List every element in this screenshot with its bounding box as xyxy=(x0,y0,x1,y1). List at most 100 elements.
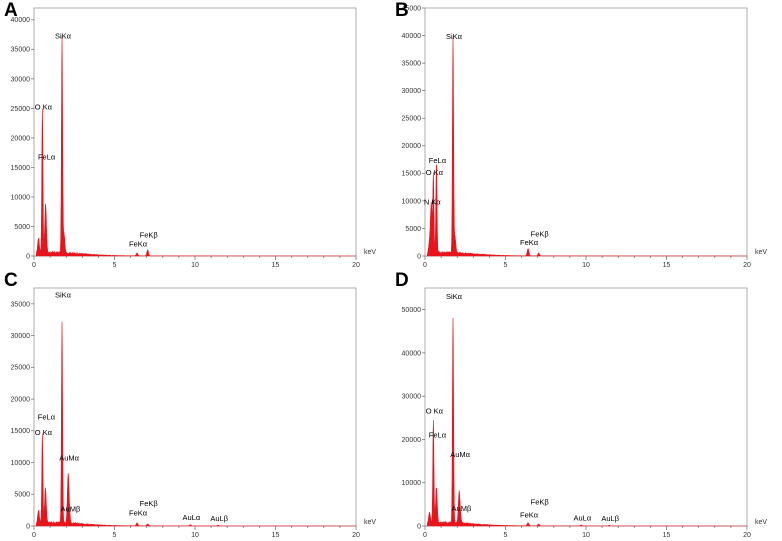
y-tick-label-d: 40000 xyxy=(402,350,422,357)
plot-frame-d xyxy=(424,287,748,527)
y-tick-label-d: 10000 xyxy=(402,480,422,487)
y-tick-label-a: 10000 xyxy=(11,194,31,201)
plot-frame-a xyxy=(33,7,357,257)
x-tick-label-c: 0 xyxy=(32,532,36,539)
y-tick-label-b: 5000 xyxy=(405,226,421,233)
peak-label-c: FeKα xyxy=(129,509,148,518)
x-tick-label-b: 10 xyxy=(582,262,590,269)
spectrum-series-b xyxy=(426,37,748,257)
plot-frame-b xyxy=(424,7,748,257)
peak-label-d: O Kα xyxy=(426,407,444,416)
eds-spectrum-chart-a: 0 5000 10000 15000 20000 25000 30000 35000 40000… xyxy=(11,7,376,269)
y-tick-label-c: 15000 xyxy=(11,428,31,435)
y-tick-label-b: 0 xyxy=(417,253,421,260)
peak-label-a: FeKβ xyxy=(140,230,159,239)
y-tick-label-a: 40000 xyxy=(11,17,31,24)
eds-spectrum-chart-c: 0 5000 10000 15000 20000 25000 30000 35000 0 5 10 1… xyxy=(11,287,376,539)
y-tick-label-b: 15000 xyxy=(402,171,422,178)
y-tick-label-a: 5000 xyxy=(14,224,30,231)
peak-label-c: AuMα xyxy=(59,454,79,463)
y-tick-label-c: 10000 xyxy=(11,460,31,467)
x-tick-label-b: 0 xyxy=(423,262,427,269)
peak-label-b: FeKα xyxy=(520,238,539,247)
y-tick-label-c: 35000 xyxy=(11,301,31,308)
y-tick-label-a: 0 xyxy=(26,253,30,260)
y-tick-label-a: 30000 xyxy=(11,76,31,83)
peak-label-c: O Kα xyxy=(35,428,53,437)
x-tick-label-d: 10 xyxy=(582,532,590,539)
peak-label-c: AuLα xyxy=(182,513,200,522)
y-tick-label-a: 35000 xyxy=(11,47,31,54)
y-tick-label-c: 0 xyxy=(26,523,30,530)
peak-label-c: FeKβ xyxy=(140,499,159,508)
peak-label-d: AuMα xyxy=(450,450,470,459)
peak-label-d: AuLβ xyxy=(601,514,619,523)
y-tick-label-a: 25000 xyxy=(11,106,31,113)
x-tick-label-c: 5 xyxy=(113,532,117,539)
x-tick-label-a: 0 xyxy=(32,262,36,269)
x-axis-unit-d: keV xyxy=(755,519,767,526)
plot-frame-c xyxy=(33,287,357,527)
peak-label-d: AuMβ xyxy=(452,504,472,513)
peak-label-a: SiKα xyxy=(55,31,72,40)
spectrum-panel-d: 0 10000 20000 30000 40000 50000 0 5 10 15 20 keV SiK… xyxy=(391,270,782,541)
peak-label-b: FeKβ xyxy=(531,229,550,238)
peak-label-b: O Kα xyxy=(426,168,444,177)
y-tick-label-a: 15000 xyxy=(11,165,31,172)
peak-label-c: SiKα xyxy=(55,290,72,299)
peak-label-d: SiKα xyxy=(446,292,463,301)
x-tick-label-b: 20 xyxy=(743,262,751,269)
y-tick-label-d: 20000 xyxy=(402,437,422,444)
eds-spectrum-chart-d: 0 10000 20000 30000 40000 50000 0 5 10 15 20 keV SiK… xyxy=(402,287,767,539)
peak-label-b: SiKα xyxy=(446,32,463,41)
spectrum-panel-a: 0 5000 10000 15000 20000 25000 30000 35000 40000… xyxy=(0,0,391,270)
peak-label-b: FeLα xyxy=(429,156,447,165)
spectrum-series-c xyxy=(35,321,357,527)
y-tick-label-b: 20000 xyxy=(402,143,422,150)
x-tick-label-d: 20 xyxy=(743,532,751,539)
peak-label-b: N Kα xyxy=(424,197,442,206)
x-tick-label-d: 0 xyxy=(423,532,427,539)
peak-label-c: AuLβ xyxy=(210,514,228,523)
peak-label-a: O Kα xyxy=(35,102,53,111)
x-tick-label-b: 5 xyxy=(504,262,508,269)
y-tick-label-c: 25000 xyxy=(11,365,31,372)
spectrum-series-a xyxy=(35,36,357,257)
y-tick-label-b: 45000 xyxy=(402,5,422,12)
peak-label-d: FeKα xyxy=(520,511,539,520)
x-tick-label-a: 5 xyxy=(113,262,117,269)
x-tick-label-a: 20 xyxy=(352,262,360,269)
panel-letter-c: C xyxy=(4,270,18,291)
y-tick-label-b: 35000 xyxy=(402,61,422,68)
peak-label-c: FeLα xyxy=(38,412,56,421)
x-axis-unit-b: keV xyxy=(755,249,767,256)
x-tick-label-b: 15 xyxy=(663,262,671,269)
y-tick-label-d: 50000 xyxy=(402,307,422,314)
y-tick-label-b: 25000 xyxy=(402,116,422,123)
panel-letter-a: A xyxy=(4,0,18,21)
peak-label-c: AuMβ xyxy=(61,504,81,513)
panel-letter-b: B xyxy=(395,0,409,21)
y-tick-label-b: 40000 xyxy=(402,33,422,40)
spectrum-series-d xyxy=(426,317,748,527)
peak-label-d: FeKβ xyxy=(531,498,550,507)
x-tick-label-a: 10 xyxy=(191,262,199,269)
x-tick-label-d: 5 xyxy=(504,532,508,539)
y-tick-label-b: 10000 xyxy=(402,198,422,205)
x-tick-label-c: 10 xyxy=(191,532,199,539)
spectrum-panel-c: 0 5000 10000 15000 20000 25000 30000 35000 0 5 10 1… xyxy=(0,270,391,541)
x-tick-label-a: 15 xyxy=(272,262,280,269)
spectrum-panel-b: 0 5000 10000 15000 20000 25000 30000 35000 40000… xyxy=(391,0,782,270)
peak-label-a: FeKα xyxy=(129,239,148,248)
panel-letter-d: D xyxy=(395,270,409,291)
peak-label-d: FeLα xyxy=(429,430,447,439)
y-tick-label-a: 20000 xyxy=(11,135,31,142)
eds-spectrum-chart-b: 0 5000 10000 15000 20000 25000 30000 35000 40000… xyxy=(402,5,768,269)
y-tick-label-b: 30000 xyxy=(402,88,422,95)
peak-label-d: AuLα xyxy=(573,514,591,523)
x-tick-label-d: 15 xyxy=(663,532,671,539)
peak-label-a: FeLα xyxy=(38,153,56,162)
y-tick-label-d: 0 xyxy=(417,523,421,530)
x-axis-unit-c: keV xyxy=(364,519,376,526)
y-tick-label-d: 30000 xyxy=(402,394,422,401)
